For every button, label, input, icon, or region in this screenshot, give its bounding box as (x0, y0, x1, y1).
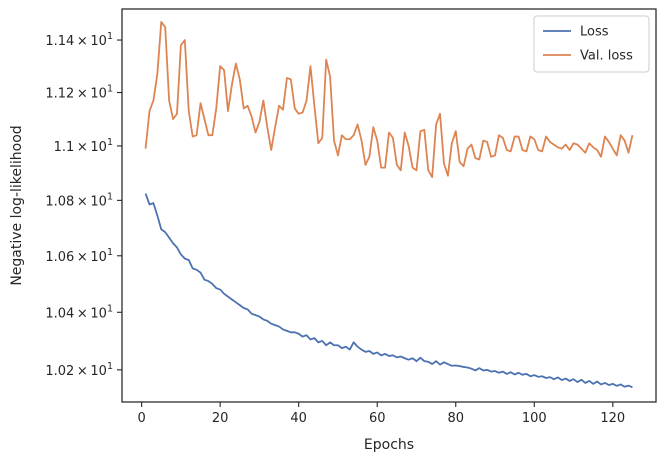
x-tick-label: 100 (522, 411, 547, 426)
x-tick-label: 20 (212, 411, 229, 426)
legend: Loss Val. loss (533, 15, 650, 73)
y-tick-label: 1.12 × 101 (45, 84, 113, 102)
x-tick-label: 120 (600, 411, 625, 426)
y-axis-label: Negative log-likelihood (9, 125, 25, 285)
legend-box (533, 15, 650, 73)
x-tick-label: 80 (447, 411, 464, 426)
y-tick-label: 1.08 × 101 (45, 191, 113, 209)
legend-label-val-loss: Val. loss (580, 49, 633, 64)
y-tick-label: 1.06 × 101 (45, 247, 113, 265)
val-loss-series-line (144, 20, 634, 179)
x-axis: 0 20 40 60 80 100 120 (137, 402, 625, 426)
x-axis-label: Epochs (364, 437, 414, 453)
loss-series-line (144, 193, 633, 389)
plot-frame (121, 8, 657, 403)
x-tick-label: 40 (290, 411, 307, 426)
series-layer (144, 20, 634, 389)
y-tick-label: 1.04 × 101 (45, 303, 113, 321)
x-tick-label: 60 (369, 411, 386, 426)
y-tick-label: 1.14 × 101 (45, 31, 113, 49)
plot-area-background (122, 9, 656, 402)
y-tick-label: 1.1 × 101 (54, 137, 113, 155)
y-tick-label: 1.02 × 101 (45, 361, 113, 379)
legend-label-loss: Loss (580, 25, 609, 40)
y-axis: 1.02 × 101 1.04 × 101 1.06 × 101 1.08 × 101… (45, 31, 122, 379)
x-tick-label: 0 (137, 411, 145, 426)
